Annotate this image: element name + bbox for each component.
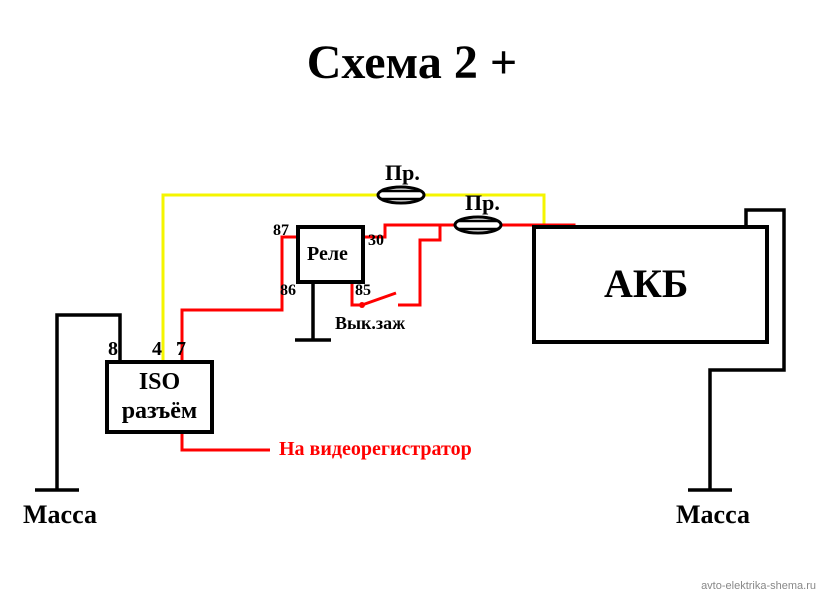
iso-pin-4: 4 (152, 338, 162, 361)
relay-pin-85: 85 (355, 282, 371, 300)
battery-label: АКБ (604, 260, 688, 307)
iso-pin-7: 7 (176, 338, 186, 361)
iso-label: ISO разъём (117, 368, 202, 426)
ground-left-label: Масса (23, 500, 97, 530)
dvr-annotation: На видеорегистратор (279, 438, 472, 461)
ground-right-label: Масса (676, 500, 750, 530)
diagram-title: Схема 2 + (307, 35, 518, 90)
watermark: avto-elektrika-shema.ru (701, 580, 816, 592)
fuse1-label: Пр. (385, 160, 420, 186)
iso-pin-8: 8 (108, 338, 118, 361)
relay-pin-86: 86 (280, 282, 296, 300)
switch-pivot (359, 302, 365, 308)
fuse-2 (455, 217, 501, 233)
relay-pin-87: 87 (273, 222, 289, 240)
fuse2-label: Пр. (465, 190, 500, 216)
fuse-1 (378, 187, 424, 203)
relay-label: Реле (307, 243, 348, 266)
wire-switch-to-feed (398, 225, 440, 305)
switch-label: Вык.заж (335, 313, 405, 334)
relay-pin-30: 30 (368, 232, 384, 250)
